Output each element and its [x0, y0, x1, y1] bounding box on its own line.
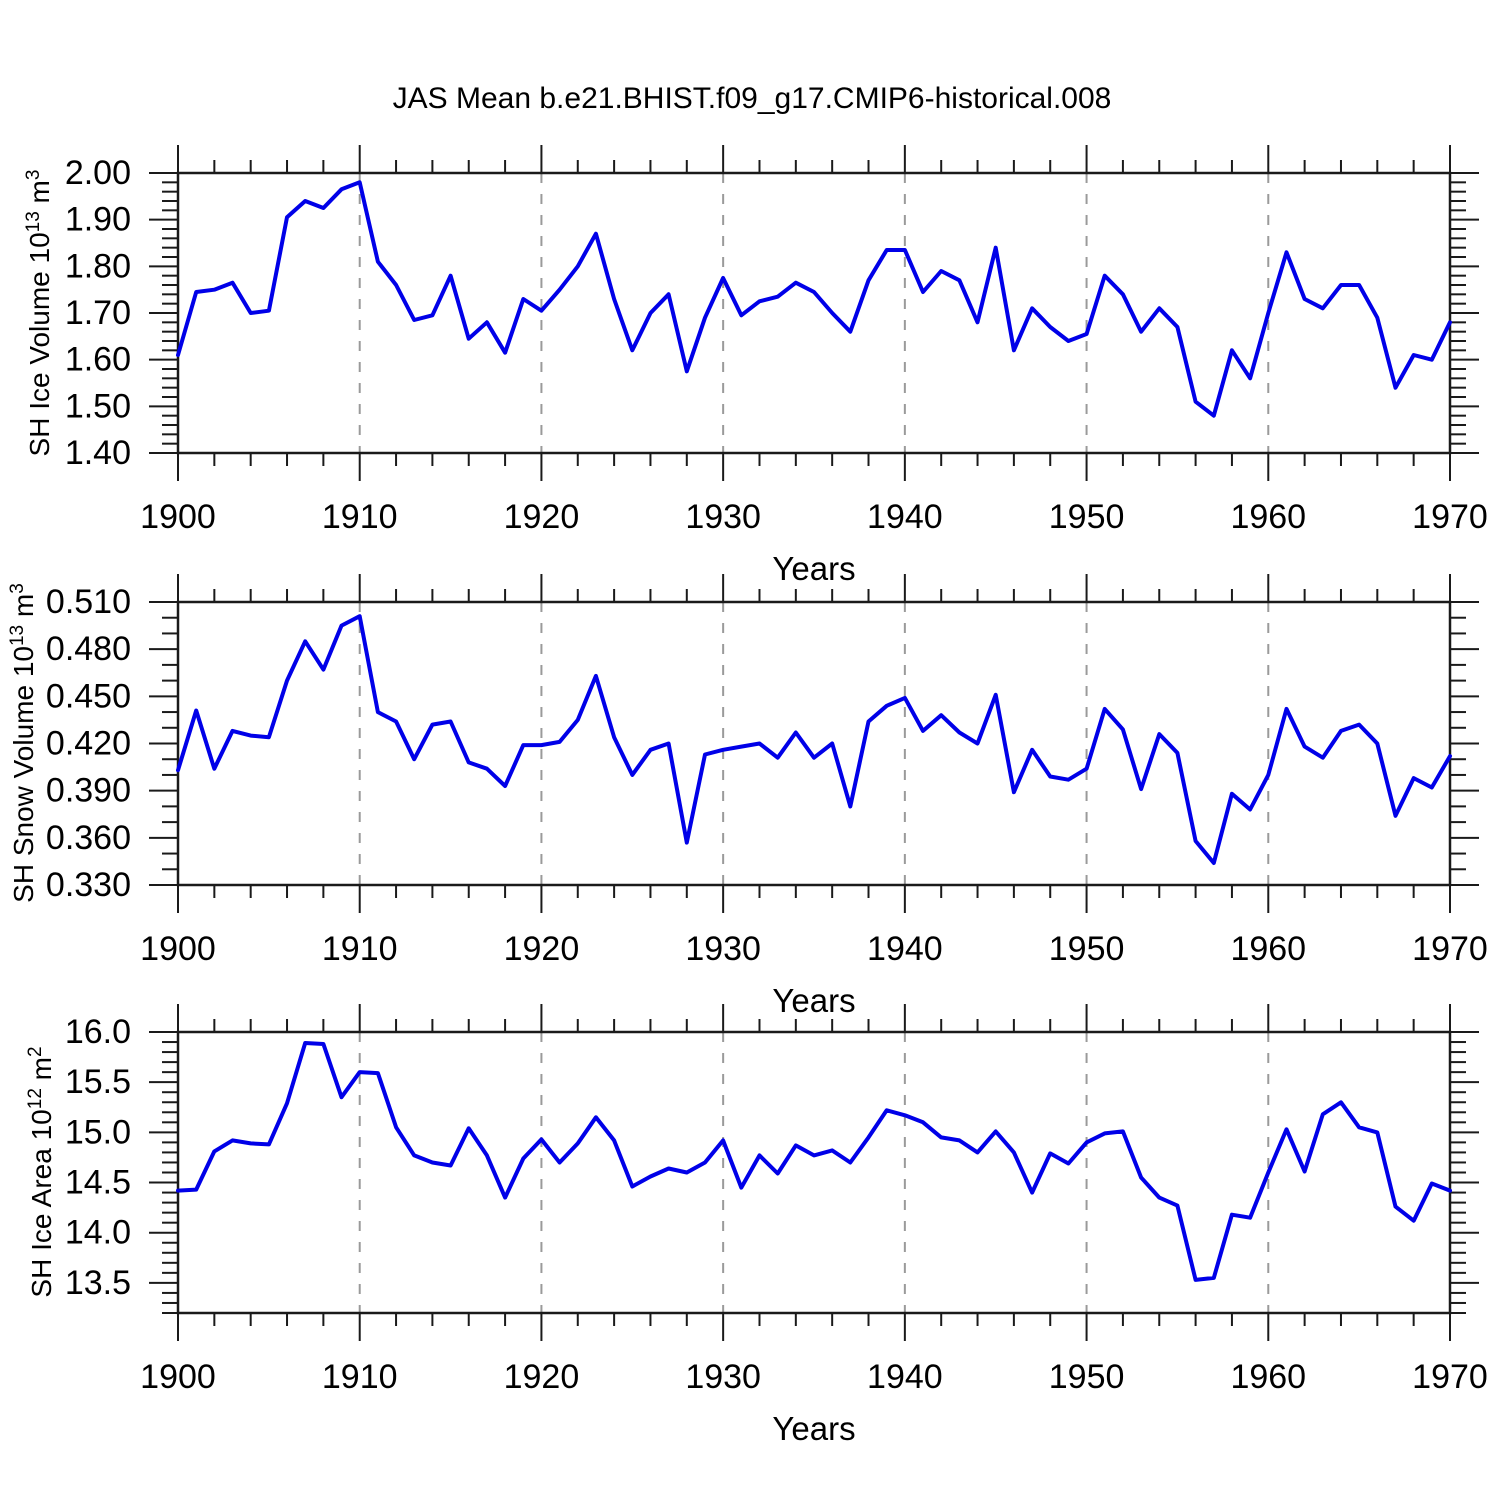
y-tick-label: 0.360	[46, 819, 131, 857]
x-tick-label: 1920	[504, 498, 580, 536]
x-tick-label: 1960	[1230, 930, 1306, 968]
x-ticks: 1900 1910 1920 1930 1940 1950 1960 1970	[140, 1004, 1488, 1396]
x-tick-label: 1930	[685, 1358, 761, 1396]
y-axis-exponent: 12	[25, 1088, 46, 1110]
x-tick-label: 1910	[322, 930, 398, 968]
y-axis-unit-exponent: 3	[7, 583, 28, 594]
x-tick-label: 1920	[504, 930, 580, 968]
y-tick-label: 13.5	[65, 1264, 131, 1302]
y-ticks: 0.510 0.480 0.450 0.420 0.390 0.360 0.330	[46, 583, 1479, 904]
x-tick-label: 1910	[322, 1358, 398, 1396]
y-tick-label: 0.420	[46, 725, 131, 763]
y-tick-label: 0.480	[46, 630, 131, 668]
x-tick-label: 1940	[867, 930, 943, 968]
x-tick-label: 1910	[322, 498, 398, 536]
x-axis-title: Years	[772, 1410, 856, 1447]
panel-sh-ice-volume: 1900 1910 1920 1930 1940 1950 1960 1970 2.00 1.90…	[65, 145, 1488, 536]
x-tick-label: 1970	[1412, 930, 1488, 968]
y-tick-label: 15.0	[65, 1113, 131, 1151]
y-axis-unit: m	[24, 180, 55, 212]
y-ticks: 16.0 15.5 15.0 14.5 14.0 13.5	[65, 1013, 1479, 1314]
y-axis-unit-exponent: 3	[23, 169, 44, 181]
x-ticks: 1900 1910 1920 1930 1940 1950 1960 1970	[140, 145, 1488, 536]
x-tick-label: 1930	[685, 498, 761, 536]
y-ticks: 2.00 1.90 1.80 1.70 1.60 1.50 1.40	[65, 154, 1479, 472]
x-tick-label: 1950	[1049, 1358, 1125, 1396]
data-line-sh-snow-volume	[176, 614, 1452, 865]
y-tick-label: 2.00	[65, 154, 131, 192]
y-tick-label: 1.80	[65, 247, 131, 285]
data-line-sh-ice-area	[176, 1041, 1452, 1282]
data-line-sh-ice-volume	[176, 180, 1452, 418]
x-tick-label: 1940	[867, 1358, 943, 1396]
x-tick-label: 1940	[867, 498, 943, 536]
panel-sh-ice-area: 1900 1910 1920 1930 1940 1950 1960 1970 16.0 15.5…	[65, 1004, 1488, 1396]
x-tick-label: 1950	[1049, 930, 1125, 968]
x-tick-label: 1920	[504, 1358, 580, 1396]
y-axis-unit-exponent: 2	[25, 1046, 46, 1057]
y-axis-unit: m	[8, 593, 39, 625]
y-axis-exponent: 13	[23, 211, 44, 233]
y-tick-label: 15.5	[65, 1063, 131, 1101]
y-tick-label: 1.90	[65, 201, 131, 239]
x-ticks: 1900 1910 1920 1930 1940 1950 1960 1970	[140, 574, 1488, 968]
x-tick-label: 1900	[140, 1358, 216, 1396]
decade-gridlines	[358, 602, 1270, 885]
x-tick-label: 1960	[1230, 498, 1306, 536]
y-axis-unit: m	[26, 1057, 57, 1089]
x-axis-title: Years	[772, 550, 856, 587]
y-tick-label: 1.70	[65, 294, 131, 332]
figure-title: JAS Mean b.e21.BHIST.f09_g17.CMIP6-histo…	[392, 82, 1112, 115]
x-tick-label: 1900	[140, 930, 216, 968]
x-tick-label: 1950	[1049, 498, 1125, 536]
y-tick-label: 0.510	[46, 583, 131, 621]
y-axis-label-text: SH Ice Area 10	[26, 1109, 57, 1298]
x-tick-label: 1960	[1230, 1358, 1306, 1396]
x-tick-label: 1930	[685, 930, 761, 968]
x-tick-label: 1900	[140, 498, 216, 536]
y-axis-exponent: 13	[7, 624, 28, 647]
y-tick-label: 16.0	[65, 1013, 131, 1051]
y-axis-label-ice-area: SH Ice Area 1012 m2	[19, 852, 57, 1492]
x-tick-label: 1970	[1412, 498, 1488, 536]
y-tick-label: 0.450	[46, 677, 131, 715]
y-tick-label: 1.40	[65, 434, 131, 472]
y-tick-label: 14.5	[65, 1164, 131, 1202]
plot-frame	[176, 600, 1452, 887]
decade-gridlines	[358, 173, 1270, 453]
y-tick-label: 1.50	[65, 387, 131, 425]
panel-sh-snow-volume: 1900 1910 1920 1930 1940 1950 1960 1970 0.510 0.4…	[46, 574, 1488, 968]
y-tick-label: 1.60	[65, 341, 131, 379]
decade-gridlines	[358, 1032, 1270, 1313]
y-tick-label: 14.0	[65, 1214, 131, 1252]
x-tick-label: 1970	[1412, 1358, 1488, 1396]
y-tick-label: 0.330	[46, 866, 131, 904]
y-tick-label: 0.390	[46, 772, 131, 810]
x-axis-title: Years	[772, 982, 856, 1019]
